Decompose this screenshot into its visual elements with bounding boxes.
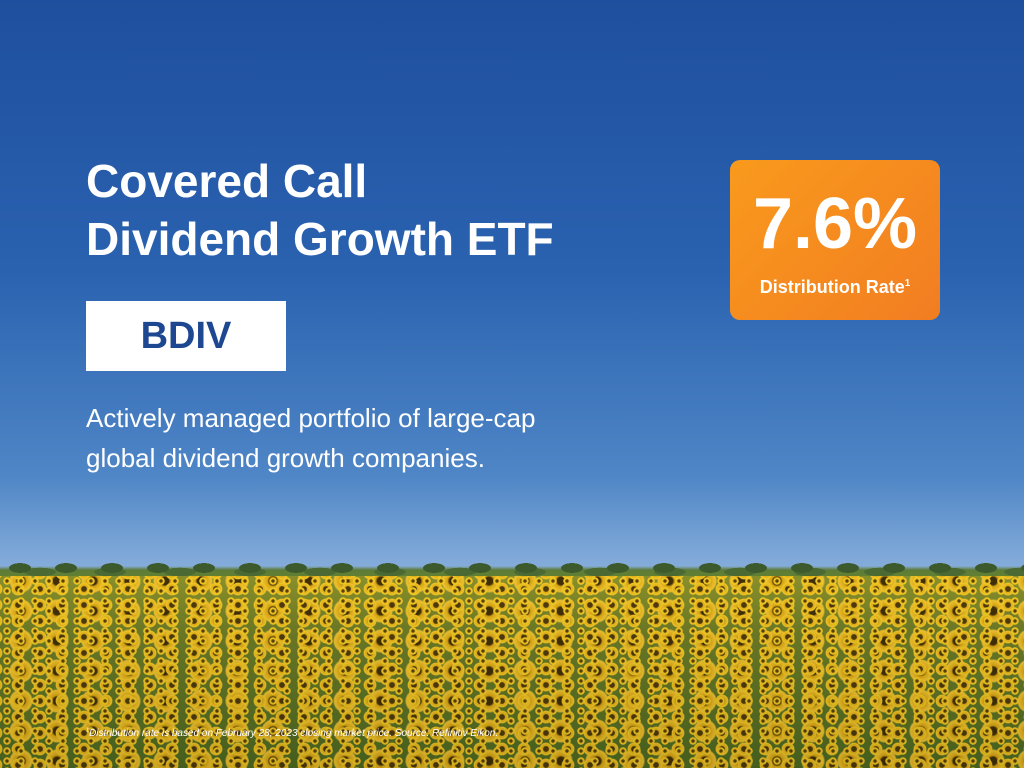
footnote: 1Distribution rate is based on February … (86, 728, 498, 739)
sunflower-field (0, 576, 1024, 768)
footnote-text: Distribution rate is based on February 2… (89, 728, 499, 739)
rate-label: Distribution Rate1 (730, 277, 940, 298)
footnote-marker: 1 (904, 278, 911, 289)
title: Covered Call Dividend Growth ETF (86, 152, 554, 268)
description: Actively managed portfolio of large-cap … (86, 398, 535, 478)
field-shade (0, 576, 1024, 768)
rate-badge: 7.6% Distribution Rate1 (730, 160, 940, 320)
footnote-marker: 1 (86, 727, 90, 734)
rate-value: 7.6% (752, 184, 918, 264)
rate-label-text: Distribution Rate (759, 277, 905, 297)
title-line: Covered Call (86, 155, 368, 207)
description-line: Actively managed portfolio of large-cap (86, 403, 536, 433)
title-line: Dividend Growth ETF (86, 213, 554, 265)
ticker: BDIV (140, 314, 232, 357)
description-line: global dividend growth companies. (86, 443, 485, 473)
ticker-box: BDIV (86, 301, 286, 371)
